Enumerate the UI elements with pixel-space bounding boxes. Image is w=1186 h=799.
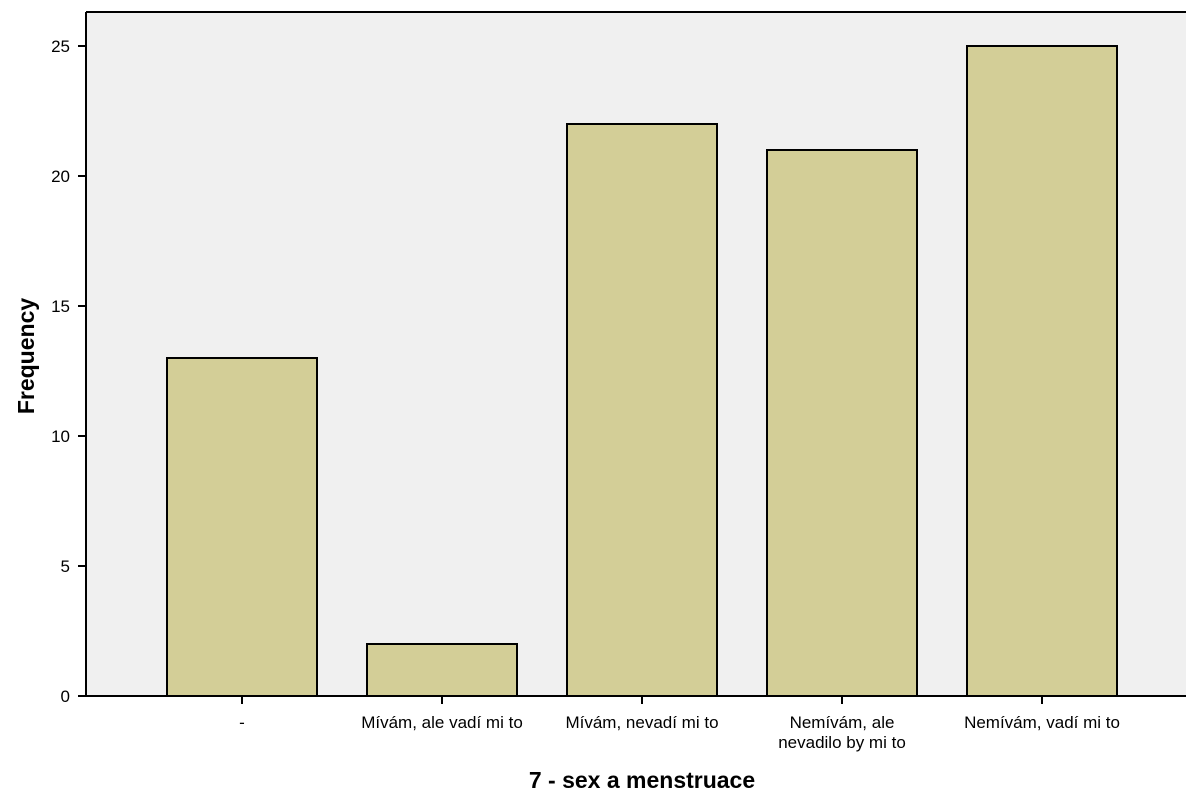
bar: [766, 149, 918, 697]
x-axis-title: 7 - sex a menstruace: [529, 767, 755, 793]
y-axis-title: Frequency: [13, 298, 39, 415]
y-tick-label: 0: [61, 687, 70, 706]
axes-group: [85, 11, 1186, 697]
bar: [566, 123, 718, 697]
x-tick-label: Mívám, nevadí mi to: [565, 713, 718, 732]
y-tick-label: 20: [51, 167, 70, 186]
x-tick-label: Mívám, ale vadí mi to: [361, 713, 523, 732]
bars-group: [166, 45, 1118, 697]
y-tick-label: 10: [51, 427, 70, 446]
y-tick-label: 5: [61, 557, 70, 576]
x-tick-label: Nemívám, ale nevadilo by mi to: [778, 713, 906, 752]
x-tick-label: -: [239, 713, 245, 732]
x-tick-label: Nemívám, vadí mi to: [964, 713, 1120, 732]
y-tick-label: 15: [51, 297, 70, 316]
bar: [966, 45, 1118, 697]
bar: [166, 357, 318, 697]
y-tick-label: 25: [51, 37, 70, 56]
ticks-group: 0 5 10 15 20 25 - Mívám, ale vadí mi to Mívám, n…: [51, 37, 1120, 752]
bar: [366, 643, 518, 697]
